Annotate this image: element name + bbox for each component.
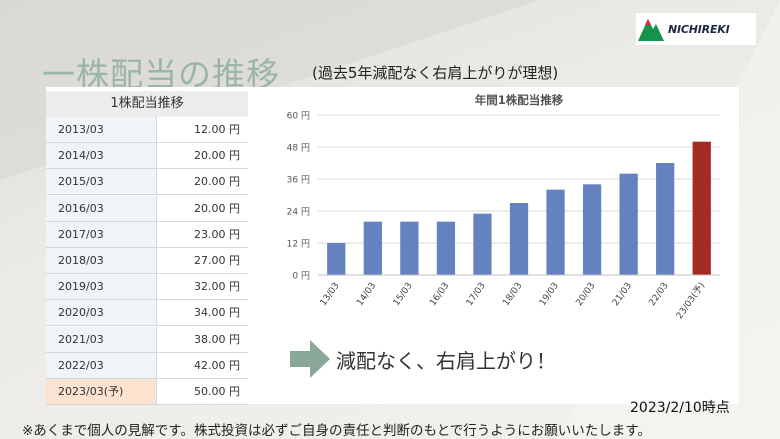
bar	[363, 221, 382, 275]
column-divider	[156, 300, 157, 327]
chart-title: 年間1株配当推移	[475, 93, 564, 107]
table-cell-year: 2023/03(予)	[46, 379, 156, 404]
table-row: 2022/03 42.00 円	[46, 352, 248, 379]
column-divider	[156, 352, 157, 379]
table-cell-dividend: 50.00 円	[194, 385, 240, 398]
x-tick-label: 23/03(予)	[674, 280, 707, 321]
table-cell-dividend: 34.00 円	[194, 306, 240, 320]
table-cell-year: 2021/03	[46, 326, 156, 352]
table-row: 2015/03 20.00 円	[46, 169, 248, 196]
row-divider	[46, 194, 248, 196]
logo-mark-icon	[638, 19, 664, 41]
bar	[473, 213, 492, 275]
bar	[546, 189, 565, 275]
column-divider	[156, 379, 157, 405]
y-tick-label: 48 円	[287, 143, 310, 154]
x-tick-label: 19/03	[538, 281, 561, 308]
column-divider	[156, 326, 157, 353]
table-row: 2021/03 38.00 円	[46, 326, 248, 353]
row-divider	[46, 351, 248, 353]
row-divider	[46, 142, 248, 143]
table-cell-dividend: 42.00 円	[194, 358, 240, 372]
callout-text: 減配なく、右肩上がり！	[336, 349, 556, 373]
dividend-bar-chart: 年間1株配当推移 0 円 12 円 24 円 36 円 48 円 60 円 13/03 14/0…	[287, 93, 720, 321]
table-cell-year: 2016/03	[46, 195, 156, 221]
table-header: 1株配当推移	[46, 91, 248, 117]
logo-text: NICHIREKI	[668, 22, 730, 36]
table-row: 2018/03 27.00 円	[46, 248, 248, 274]
column-divider	[156, 221, 157, 248]
row-divider	[46, 404, 248, 405]
bar	[692, 141, 711, 275]
table-row: 2019/03 32.00 円	[46, 274, 248, 301]
table-cell-year: 2014/03	[46, 143, 156, 169]
y-tick-label: 0 円	[292, 271, 310, 282]
company-logo: NICHIREKI	[636, 13, 756, 45]
row-divider	[46, 273, 248, 274]
table-row: 2016/03 20.00 円	[46, 195, 248, 222]
x-tick-label: 22/03	[648, 281, 671, 308]
table-row: 2013/03 12.00 円	[46, 117, 248, 143]
column-divider	[156, 248, 157, 274]
y-tick-label: 60 円	[287, 111, 310, 122]
table-cell-year: 2015/03	[46, 169, 156, 195]
table-cell-year: 2019/03	[46, 274, 156, 300]
table-cell-year: 2013/03	[46, 117, 156, 142]
table-cell-year: 2022/03	[46, 352, 156, 378]
column-divider	[156, 169, 157, 196]
table-cell-dividend: 23.00 円	[194, 227, 240, 241]
table-cell-dividend: 20.00 円	[194, 175, 240, 189]
as-of-date: 2023/2/10時点	[630, 400, 730, 416]
y-tick-label: 36 円	[287, 175, 310, 186]
page-subtitle: (過去5年減配なく右肩上がりが理想)	[312, 64, 559, 82]
table-cell-dividend: 12.00 円	[194, 123, 240, 136]
x-tick-label: 14/03	[355, 281, 378, 308]
bar	[509, 203, 529, 275]
row-divider	[46, 299, 248, 301]
table-cell-dividend: 20.00 円	[194, 149, 240, 163]
arrow-right-icon	[290, 340, 330, 378]
column-divider	[156, 195, 157, 222]
bar	[619, 173, 638, 275]
row-divider	[46, 377, 248, 379]
table-cell-year: 2017/03	[46, 221, 156, 247]
table-cell-year: 2018/03	[46, 248, 156, 273]
table-cell-dividend: 20.00 円	[194, 201, 240, 215]
column-divider	[156, 117, 157, 143]
x-tick-label: 15/03	[392, 281, 415, 308]
bar	[327, 243, 346, 275]
column-divider	[156, 143, 157, 170]
disclaimer: ※あくまで個人の見解です。株式投資は必ずご自身の責任と判断のもとで行うようにお願…	[22, 423, 651, 439]
row-divider	[46, 220, 248, 222]
bar	[400, 221, 419, 275]
row-divider	[46, 325, 248, 327]
table-cell-dividend: 38.00 円	[194, 332, 240, 346]
x-tick-label: 16/03	[428, 281, 451, 308]
table-cell-dividend: 32.00 円	[194, 280, 240, 294]
table-row: 2014/03 20.00 円	[46, 143, 248, 170]
bar	[656, 163, 675, 275]
table-row: 2020/03 34.00 円	[46, 300, 248, 327]
column-divider	[156, 274, 157, 301]
table-cell-year: 2020/03	[46, 300, 156, 326]
table-row: 2017/03 23.00 円	[46, 221, 248, 248]
row-divider	[46, 246, 248, 248]
y-tick-label: 12 円	[287, 239, 310, 250]
x-tick-label: 13/03	[319, 281, 342, 308]
x-tick-label: 21/03	[611, 281, 634, 308]
x-tick-label: 17/03	[465, 281, 488, 308]
bar	[582, 184, 602, 275]
x-tick-label: 20/03	[574, 281, 597, 308]
y-tick-label: 24 円	[287, 207, 310, 218]
table-cell-dividend: 27.00 円	[194, 254, 240, 267]
table-row: 2023/03(予) 50.00 円	[46, 379, 248, 405]
bar	[436, 221, 456, 275]
row-divider	[46, 168, 248, 170]
x-tick-label: 18/03	[501, 281, 524, 308]
